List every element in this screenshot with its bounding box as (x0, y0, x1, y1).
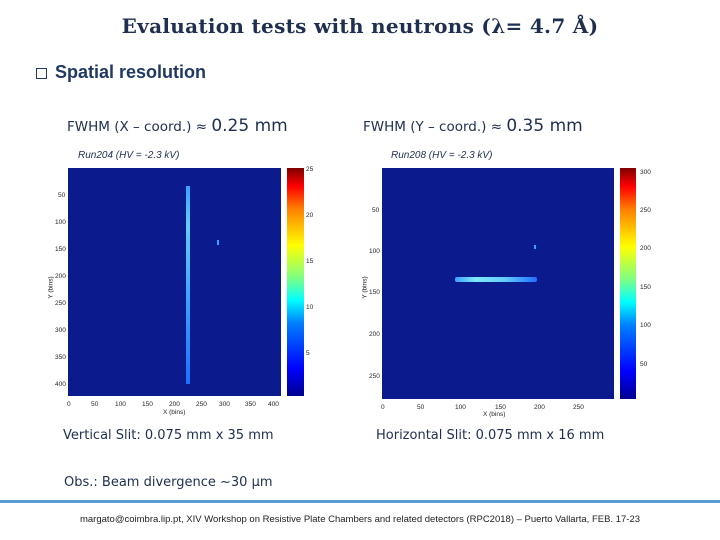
x-tick: 100 (455, 404, 466, 411)
section-heading: Spatial resolution (36, 62, 206, 83)
colorbar-right (620, 168, 636, 399)
x-tick: 0 (67, 401, 71, 408)
x-axis-label-left: X (bins) (163, 409, 186, 416)
slit-caption-right: Horizontal Slit: 0.075 mm x 16 mm (376, 428, 604, 443)
colorbar-tick: 100 (640, 322, 651, 329)
y-tick: 400 (55, 381, 66, 388)
fwhm-y-value: 0.35 mm (506, 116, 583, 136)
y-tick: 50 (58, 192, 66, 199)
page-title: Evaluation tests with neutrons (λ= 4.7 Å… (121, 14, 599, 38)
slit-value-right: 0.075 mm x 16 mm (471, 428, 605, 443)
heatmap-horizontal-slit (382, 168, 614, 399)
y-tick: 300 (55, 327, 66, 334)
x-tick: 250 (573, 404, 584, 411)
x-tick: 200 (169, 401, 180, 408)
y-tick: 50 (372, 207, 380, 214)
run-label-right: Run208 (HV = -2.3 kV) (391, 150, 493, 161)
y-tick: 250 (369, 373, 380, 380)
hot-spot-left (217, 240, 219, 245)
y-tick: 150 (55, 246, 66, 253)
slit-caption-left: Vertical Slit: 0.075 mm x 35 mm (63, 428, 274, 443)
x-tick: 0 (381, 404, 385, 411)
colorbar-left (287, 168, 304, 396)
slit-label-right: Horizontal Slit: (376, 428, 472, 443)
vertical-beam-line (186, 186, 190, 384)
colorbar-tick: 20 (306, 212, 314, 219)
colorbar-tick: 5 (306, 350, 310, 357)
y-tick: 200 (369, 331, 380, 338)
colorbar-tick: 50 (640, 361, 648, 368)
y-tick: 250 (55, 300, 66, 307)
heatmap-vertical-slit (68, 168, 281, 396)
x-axis-label-right: X (bins) (483, 411, 506, 418)
colorbar-tick: 250 (640, 207, 651, 214)
colorbar-tick: 200 (640, 245, 651, 252)
footer-citation: margato@coimbra.lip.pt, XIV Workshop on … (79, 514, 641, 525)
slit-value-left: 0.075 mm x 35 mm (140, 428, 274, 443)
colorbar-tick: 15 (306, 258, 314, 265)
x-tick: 250 (196, 401, 207, 408)
colorbar-tick: 300 (640, 169, 651, 176)
y-tick: 100 (55, 219, 66, 226)
footer-divider (0, 500, 720, 503)
x-tick: 150 (142, 401, 153, 408)
x-tick: 350 (245, 401, 256, 408)
y-axis-label-right: Y (bins) (361, 276, 369, 299)
horizontal-beam-line (455, 277, 537, 282)
y-tick: 200 (55, 273, 66, 280)
slit-label-left: Vertical Slit: (63, 428, 141, 443)
fwhm-y-text: FWHM (Y – coord.) ≈ (363, 119, 507, 135)
y-tick: 150 (369, 289, 380, 296)
x-tick: 400 (268, 401, 279, 408)
x-tick: 50 (91, 401, 99, 408)
checkbox-bullet-icon (36, 68, 47, 79)
observation-note: Obs.: Beam divergence ~30 μm (64, 475, 273, 490)
run-label-left: Run204 (HV = -2.3 kV) (78, 150, 180, 161)
fwhm-x-text: FWHM (X – coord.) ≈ (67, 119, 212, 135)
x-tick: 100 (115, 401, 126, 408)
section-title: Spatial resolution (55, 62, 207, 82)
y-tick: 100 (369, 248, 380, 255)
x-tick: 200 (534, 404, 545, 411)
fwhm-x-value: 0.25 mm (211, 116, 288, 136)
fwhm-y-label: FWHM (Y – coord.) ≈ 0.35 mm (363, 116, 583, 136)
x-tick: 300 (219, 401, 230, 408)
colorbar-tick: 150 (640, 284, 651, 291)
colorbar-tick: 25 (306, 166, 314, 173)
x-tick: 50 (417, 404, 425, 411)
x-tick: 150 (495, 404, 506, 411)
hot-spot-right (534, 245, 536, 249)
y-axis-label-left: Y (bins) (47, 276, 55, 299)
colorbar-tick: 10 (306, 304, 314, 311)
y-tick: 350 (55, 354, 66, 361)
fwhm-x-label: FWHM (X – coord.) ≈ 0.25 mm (67, 116, 288, 136)
